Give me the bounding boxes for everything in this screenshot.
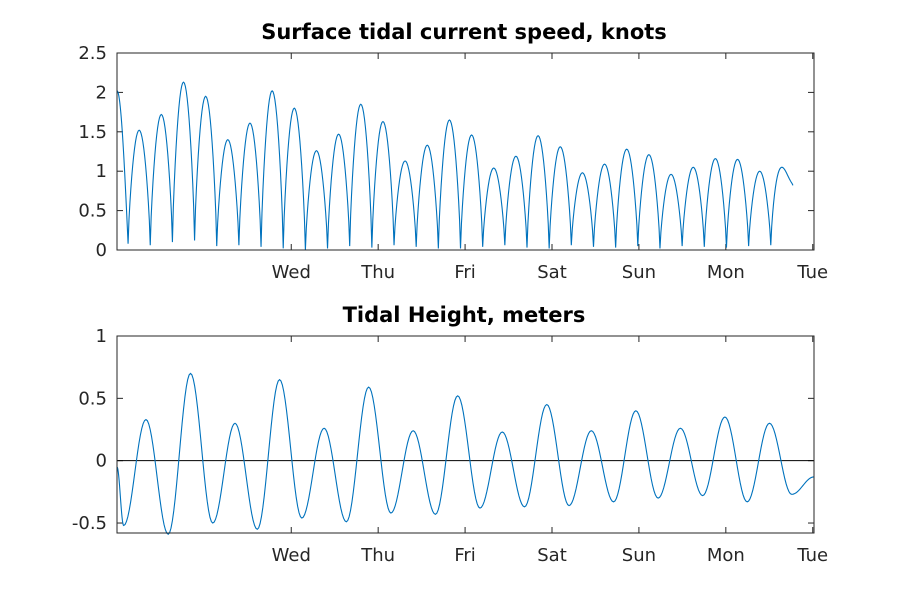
current-speed-y-tick-label: 1.5	[78, 122, 107, 143]
tidal-height-title: Tidal Height, meters	[343, 303, 586, 327]
current-speed-title: Surface tidal current speed, knots	[261, 20, 667, 44]
tidal-height-axes-box	[116, 335, 815, 534]
tidal-height-y-tick-label: 0	[96, 451, 107, 472]
current-speed-x-tick-label: Sun	[622, 262, 656, 283]
current-speed-axes-box	[116, 52, 815, 251]
current-speed-x-tick-label: Mon	[707, 262, 745, 283]
tidal-height-x-tick-label: Sat	[537, 545, 567, 566]
tidal-height-x-tick-label: Mon	[707, 545, 745, 566]
current-speed-y-tick-label: 1	[96, 161, 107, 182]
current-speed-y-tick-label: 2.5	[78, 43, 107, 64]
current-speed-y-ticks: 0 0.5 1 1.5 2 2.5	[78, 43, 814, 261]
current-speed-y-tick-label: 2	[96, 82, 107, 103]
tidal-height-x-tick-label: Wed	[272, 545, 311, 566]
current-speed-x-tick-label: Wed	[272, 262, 311, 283]
current-speed-x-tick-label: Fri	[454, 262, 475, 283]
current-speed-x-tick-label: Sat	[537, 262, 567, 283]
tidal-height-x-tick-label: Sun	[622, 545, 656, 566]
current-speed-panel: Surface tidal current speed, knots 0 0.5 1…	[78, 20, 828, 283]
tidal-height-y-tick-label: 0.5	[78, 388, 107, 409]
current-speed-series-line	[116, 81, 794, 251]
tidal-height-y-tick-label: 1	[96, 326, 107, 347]
current-speed-y-tick-label: 0.5	[78, 201, 107, 222]
tidal-height-y-tick-label: -0.5	[72, 513, 107, 534]
tidal-height-panel: Tidal Height, meters -0.5 0 0.5 1 Wed Thu Fri…	[72, 303, 828, 566]
tidal-height-x-tick-label: Fri	[454, 545, 475, 566]
tidal-height-series-line	[116, 372, 815, 536]
tidal-height-x-tick-label: Tue	[796, 545, 828, 566]
tidal-height-x-tick-label: Thu	[360, 545, 395, 566]
current-speed-x-tick-label: Tue	[796, 262, 828, 283]
current-speed-y-tick-label: 0	[96, 240, 107, 261]
current-speed-x-tick-label: Thu	[360, 262, 395, 283]
current-speed-x-ticks: Wed Thu Fri Sat Sun Mon Tue	[272, 53, 828, 283]
tidal-height-x-ticks: Wed Thu Fri Sat Sun Mon Tue	[272, 336, 828, 566]
tidal-height-y-ticks: -0.5 0 0.5 1	[72, 326, 814, 534]
